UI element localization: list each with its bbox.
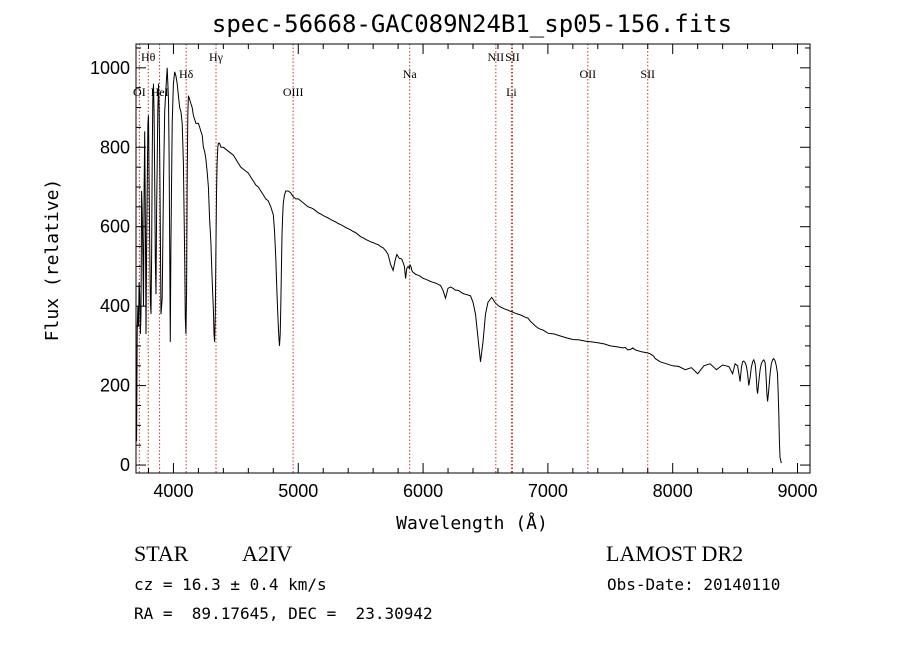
spectral-line-label: Hγ — [209, 50, 224, 64]
spectral-line-label: OII — [579, 67, 596, 81]
spectral-line-label: Li — [506, 85, 517, 99]
spectral-line-label: Hδ — [179, 67, 194, 81]
spectral-line-label: OIII — [283, 85, 304, 99]
redshift-cz: cz = 16.3 ± 0.4 km/s — [134, 575, 327, 594]
survey-name: LAMOST DR2 — [606, 541, 744, 566]
chart-title: spec-56668-GAC089N24B1_sp05-156.fits — [212, 10, 732, 38]
spectral-line-label: NII — [488, 50, 505, 64]
coordinates: RA = 89.17645, DEC = 23.30942 — [134, 604, 433, 623]
x-tick-label: 7000 — [528, 481, 568, 501]
x-tick-label: 6000 — [403, 481, 443, 501]
spectral-line-label: SII — [505, 50, 520, 64]
spectral-type: A2IV — [242, 541, 293, 566]
spectral-line-label: OI — [133, 85, 146, 99]
y-tick-label: 800 — [100, 137, 130, 157]
y-tick-label: 200 — [100, 376, 130, 396]
plot-frame — [135, 43, 811, 474]
y-tick-label: 1000 — [90, 58, 130, 78]
x-tick-label: 9000 — [777, 481, 817, 501]
y-tick-label: 400 — [100, 296, 130, 316]
x-axis-label: Wavelength (Å) — [396, 512, 548, 534]
x-tick-label: 4000 — [153, 481, 193, 501]
object-class: STAR — [134, 541, 189, 566]
spectral-line-label: SII — [640, 67, 655, 81]
y-axis-label: Flux (relative) — [42, 179, 63, 342]
spectrum-line — [135, 67, 782, 464]
x-tick-label: 5000 — [278, 481, 318, 501]
spectral-line-label: Hθ — [141, 50, 156, 64]
y-tick-label: 0 — [120, 455, 130, 475]
x-tick-label: 8000 — [653, 481, 693, 501]
spectral-line-label: HeI — [151, 85, 169, 99]
observation-date: Obs-Date: 20140110 — [607, 575, 781, 594]
y-tick-label: 600 — [100, 217, 130, 237]
spectral-line-label: Na — [403, 67, 418, 81]
